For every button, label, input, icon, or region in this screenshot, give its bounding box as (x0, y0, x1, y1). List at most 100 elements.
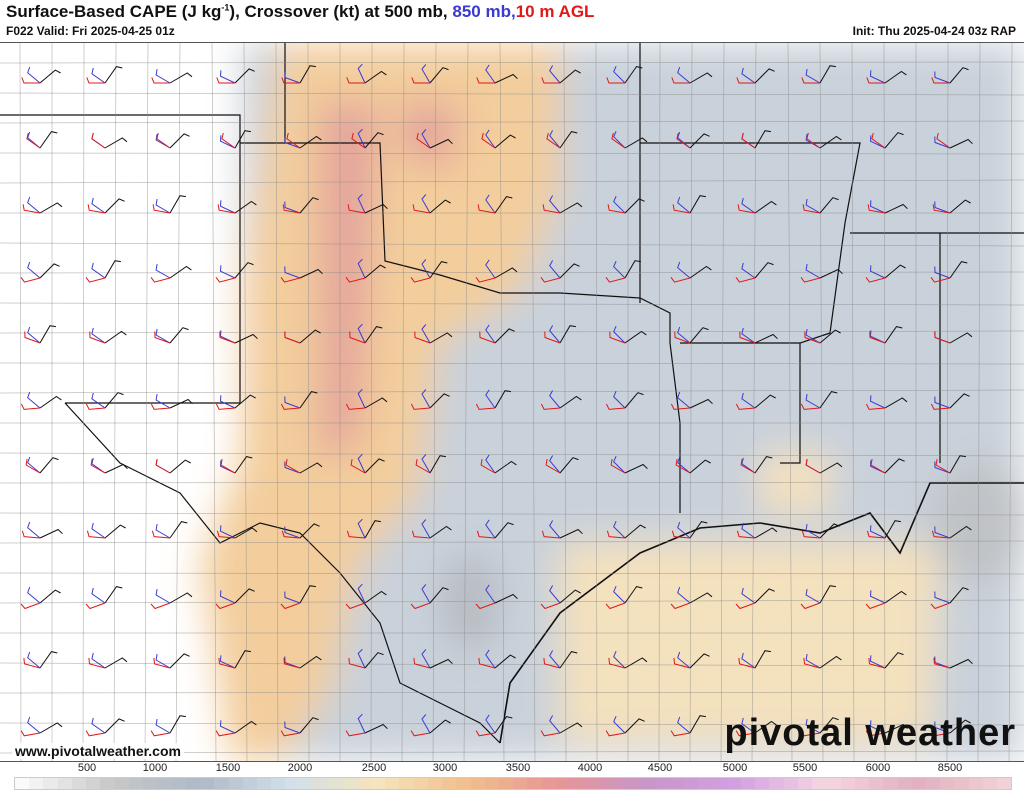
colorbar-cell (684, 778, 699, 789)
colorbar-cell (783, 778, 798, 789)
colorbar-cell (200, 778, 215, 789)
wind-barb (869, 326, 903, 344)
wind-barb (736, 67, 775, 84)
wind-barb (416, 129, 453, 149)
colorbar-cell (669, 778, 685, 789)
wind-barb (805, 459, 843, 474)
wind-barb (150, 715, 186, 737)
wind-barb (476, 64, 518, 84)
wind-barb (284, 459, 323, 474)
wind-barb (868, 652, 904, 669)
wind-barb (865, 395, 908, 410)
wind-barb (345, 388, 388, 410)
wind-barb (350, 453, 385, 474)
colorbar-cell (997, 778, 1012, 789)
wind-barb (475, 259, 518, 283)
wind-barb (934, 331, 973, 344)
wind-barb (23, 651, 58, 669)
colorbar-label: 2500 (361, 762, 387, 774)
wind-barb (865, 590, 907, 610)
wind-barb (412, 194, 451, 214)
colorbar-cell (612, 778, 628, 789)
wind-barb (670, 586, 713, 610)
colorbar-cell (655, 778, 670, 789)
wind-barb (673, 651, 710, 669)
colorbar-cell (954, 778, 969, 789)
colorbar-cell (911, 778, 926, 789)
wind-barb (674, 326, 709, 344)
colorbar-cell (100, 778, 115, 789)
wind-barb (611, 131, 648, 149)
wind-barb (671, 521, 708, 539)
colorbar-cell (740, 778, 756, 789)
colorbar-cell (313, 778, 329, 789)
wind-barb (540, 715, 583, 737)
colorbar-cell (541, 778, 556, 789)
wind-barb (88, 652, 128, 669)
weather-map[interactable] (0, 42, 1024, 762)
wind-barb (85, 392, 124, 410)
wind-barb (153, 653, 190, 669)
colorbar-label: 4500 (647, 762, 673, 774)
colorbar-cell (982, 778, 998, 789)
website-url[interactable]: www.pivotalweather.com (12, 743, 184, 759)
colorbar-cell (143, 778, 158, 789)
wind-barb (544, 325, 576, 344)
wind-barb (86, 66, 123, 84)
colorbar-cell (456, 778, 471, 789)
wind-barb (216, 68, 255, 84)
wind-barb (216, 525, 258, 539)
colorbar-cell (812, 778, 827, 789)
colorbar-cell (171, 778, 186, 789)
colorbar-cell (926, 778, 941, 789)
colorbar-cell (427, 778, 443, 789)
colorbar-cell (584, 778, 599, 789)
wind-barb (20, 261, 60, 283)
wind-barb (90, 457, 128, 474)
colorbar-cell (940, 778, 955, 789)
wind-barb (934, 132, 973, 149)
colorbar-cell (128, 778, 144, 789)
colorbar-labels: 500 1000 1500 2000 2500 3000 3500 4000 4500 5000 5… (0, 762, 1024, 776)
wind-barb (801, 523, 840, 539)
wind-barb (607, 196, 645, 214)
wind-barb (932, 199, 971, 214)
map-title: Surface-Based CAPE (J kg-1), Crossover (… (6, 2, 595, 21)
wind-barb (805, 132, 842, 149)
colorbar-cell (157, 778, 172, 789)
colorbar-cell (513, 778, 528, 789)
colorbar-cell (527, 778, 542, 789)
wind-barb (283, 655, 322, 669)
colorbar-cell (43, 778, 58, 789)
wind-barb (410, 714, 451, 737)
wind-barb (670, 261, 712, 283)
wind-barb (738, 650, 771, 669)
wind-barb (26, 131, 58, 149)
colorbar-cell (968, 778, 983, 789)
colorbar-label: 5000 (722, 762, 748, 774)
colorbar-label: 3500 (505, 762, 531, 774)
wind-barb (736, 522, 778, 539)
wind-barb (543, 650, 578, 669)
colorbar-cell (698, 778, 713, 789)
wind-barb (347, 193, 388, 214)
wind-barb (609, 326, 647, 344)
colorbar-label: 5500 (792, 762, 818, 774)
wind-barb (476, 519, 514, 539)
colorbar-cell (29, 778, 44, 789)
colorbar-cell (484, 778, 499, 789)
wind-barb (477, 194, 513, 214)
wind-barb (866, 520, 901, 539)
wind-barb (934, 455, 966, 474)
wind-barb (24, 325, 56, 344)
wind-barb (152, 195, 186, 214)
wind-barb (740, 456, 773, 474)
colorbar-cell (641, 778, 656, 789)
wind-barb (605, 586, 643, 610)
wind-barb (475, 714, 513, 737)
wind-barb (480, 454, 517, 474)
wind-barb (930, 393, 970, 410)
colorbar-label: 6000 (865, 762, 891, 774)
wind-barb (800, 717, 839, 737)
wind-barb (804, 329, 841, 344)
